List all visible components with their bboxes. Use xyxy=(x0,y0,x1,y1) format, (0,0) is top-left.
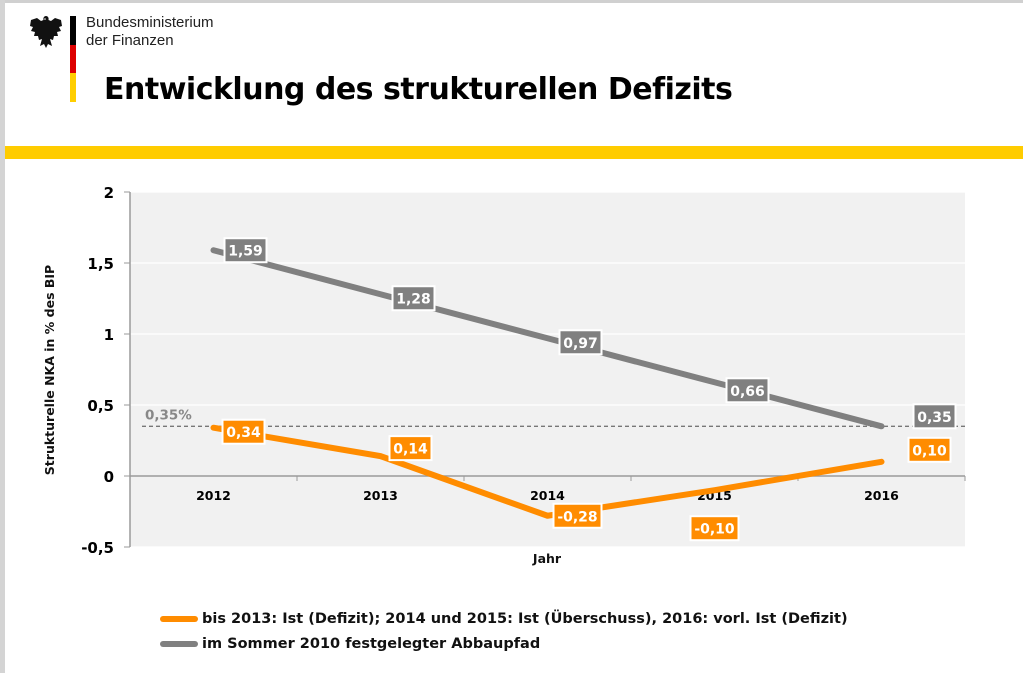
y-tick-label: 0 xyxy=(104,468,114,486)
axes xyxy=(124,191,966,548)
legend-item-ist: bis 2013: Ist (Defizit); 2014 und 2015: … xyxy=(160,608,848,630)
x-tick-label: 2012 xyxy=(196,488,231,503)
flag-stripe-red xyxy=(70,44,76,74)
data-label: 0,14 xyxy=(388,435,433,462)
data-label-box xyxy=(558,329,603,356)
legend-swatch-orange xyxy=(160,616,198,622)
data-label-box xyxy=(552,502,603,529)
data-label-box xyxy=(725,377,770,404)
data-label-text: 1,59 xyxy=(228,244,263,260)
x-tick-labels: 2012 2013 2014 2015 2016 xyxy=(196,488,899,503)
data-label-text: -0,10 xyxy=(694,522,735,538)
y-axis-label: Strukturelle NKA in % des BIP xyxy=(42,265,57,475)
y-tick-label: 2 xyxy=(104,184,114,202)
y-tick-label: 1,5 xyxy=(87,255,114,273)
data-label-text: 0,34 xyxy=(226,425,261,441)
line-chart: -0,500,511,52 2012 2013 2014 2015 2016 0,35%… xyxy=(42,184,966,566)
reference-line-group: 0,35% xyxy=(142,407,965,427)
y-tick-label: 1 xyxy=(104,326,114,344)
data-label-text: 1,28 xyxy=(396,292,431,308)
german-flag-bar xyxy=(70,16,76,102)
series-line-abbaupfad xyxy=(210,247,885,430)
plot-area xyxy=(130,192,965,547)
federal-eagle-icon xyxy=(30,16,62,48)
data-label: 0,35 xyxy=(912,403,957,430)
data-label: -0,28 xyxy=(552,502,603,529)
data-label-text: -0,28 xyxy=(557,509,597,525)
flag-stripe-gold xyxy=(70,73,76,102)
y-tick-labels: -0,5 0 0,5 1 1,5 2 xyxy=(81,184,114,557)
data-label-text: 0,35 xyxy=(917,410,952,426)
data-label: 0,10 xyxy=(907,436,952,463)
x-axis-label: Jahr xyxy=(532,551,562,566)
data-label-box xyxy=(912,403,957,430)
data-label: 1,59 xyxy=(223,237,268,264)
reference-line-label: 0,35% xyxy=(145,407,192,423)
chart-legend: bis 2013: Ist (Defizit); 2014 und 2015: … xyxy=(160,608,848,658)
data-label-box xyxy=(391,285,436,312)
flag-stripe-black xyxy=(70,16,76,45)
data-label-text: 0,14 xyxy=(393,442,428,458)
data-label-text: 0,10 xyxy=(912,443,947,459)
x-tick-label: 2014 xyxy=(530,488,565,503)
data-label: 0,34 xyxy=(221,418,266,445)
legend-swatch-gray xyxy=(160,641,198,647)
series-line-ist xyxy=(210,424,885,519)
x-tick-label: 2013 xyxy=(363,488,398,503)
page-title: Entwicklung des strukturellen Defizits xyxy=(104,72,733,107)
y-tick-label: -0,5 xyxy=(81,539,114,557)
data-label-text: 0,66 xyxy=(730,384,765,400)
data-label: -0,10 xyxy=(689,515,740,542)
data-label-text: 0,97 xyxy=(563,336,598,352)
gridlines xyxy=(130,191,965,548)
data-label-group: 1,59 1,28 0,97 0,66 0,35 0,34 0,14 -0,28 -0,10 0,… xyxy=(221,237,957,542)
data-label-box xyxy=(223,237,268,264)
series-group xyxy=(210,247,885,519)
legend-label-abbaupfad: im Sommer 2010 festgelegter Abbaupfad xyxy=(202,636,541,652)
data-label-box xyxy=(388,435,433,462)
data-label-box xyxy=(907,436,952,463)
data-label-box xyxy=(221,418,266,445)
window-top-edge xyxy=(0,0,1023,3)
data-label-box xyxy=(689,515,740,542)
ministry-name: Bundesministerium der Finanzen xyxy=(86,14,214,50)
data-label: 1,28 xyxy=(391,285,436,312)
ministry-line-1: Bundesministerium xyxy=(86,14,214,31)
x-tick-label: 2016 xyxy=(864,488,899,503)
legend-item-abbaupfad: im Sommer 2010 festgelegter Abbaupfad xyxy=(160,633,848,655)
yellow-divider-band xyxy=(5,146,1023,159)
window-left-edge xyxy=(0,0,5,673)
data-label: 0,97 xyxy=(558,329,603,356)
y-tick-label: 0,5 xyxy=(87,397,114,415)
legend-label-ist: bis 2013: Ist (Defizit); 2014 und 2015: … xyxy=(202,611,848,627)
ministry-line-2: der Finanzen xyxy=(86,32,174,49)
data-label: 0,66 xyxy=(725,377,770,404)
